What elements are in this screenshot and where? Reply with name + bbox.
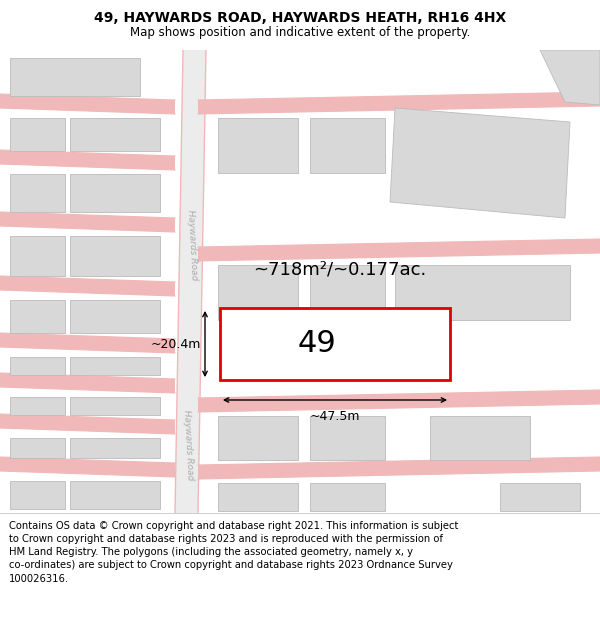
- Bar: [218, 265, 298, 320]
- Bar: [310, 265, 385, 320]
- Bar: [10, 481, 65, 509]
- Text: ~718m²/~0.177ac.: ~718m²/~0.177ac.: [253, 261, 426, 279]
- Bar: [10, 300, 65, 333]
- Polygon shape: [0, 373, 175, 393]
- Text: 49: 49: [297, 329, 336, 359]
- Bar: [220, 308, 450, 380]
- Polygon shape: [540, 50, 600, 105]
- Bar: [10, 438, 65, 458]
- Polygon shape: [0, 414, 175, 434]
- Bar: [70, 174, 160, 212]
- Bar: [310, 118, 385, 173]
- Polygon shape: [0, 94, 175, 114]
- Polygon shape: [0, 333, 175, 353]
- Bar: [218, 416, 298, 460]
- Polygon shape: [198, 457, 600, 479]
- Text: Haywards Road: Haywards Road: [185, 209, 199, 281]
- Bar: [500, 483, 580, 511]
- Polygon shape: [198, 390, 600, 412]
- Polygon shape: [0, 276, 175, 296]
- Bar: [70, 118, 160, 151]
- Bar: [70, 438, 160, 458]
- Bar: [70, 357, 160, 375]
- Polygon shape: [390, 108, 570, 218]
- Polygon shape: [0, 150, 175, 170]
- Bar: [70, 481, 160, 509]
- Polygon shape: [0, 212, 175, 232]
- Bar: [70, 397, 160, 415]
- Text: Map shows position and indicative extent of the property.: Map shows position and indicative extent…: [130, 26, 470, 39]
- Bar: [218, 483, 298, 511]
- Bar: [395, 265, 570, 320]
- Bar: [70, 300, 160, 333]
- Bar: [10, 357, 65, 375]
- Text: ~47.5m: ~47.5m: [310, 410, 360, 423]
- Polygon shape: [0, 457, 175, 477]
- Text: ~20.4m: ~20.4m: [151, 338, 201, 351]
- Bar: [10, 236, 65, 276]
- Polygon shape: [198, 239, 600, 261]
- Polygon shape: [175, 50, 206, 513]
- Bar: [10, 58, 140, 96]
- Bar: [310, 416, 385, 460]
- Bar: [10, 174, 65, 212]
- Bar: [430, 416, 530, 460]
- Text: 49, HAYWARDS ROAD, HAYWARDS HEATH, RH16 4HX: 49, HAYWARDS ROAD, HAYWARDS HEATH, RH16 …: [94, 11, 506, 25]
- Text: Haywards Road: Haywards Road: [182, 409, 194, 481]
- Bar: [70, 236, 160, 276]
- Polygon shape: [198, 92, 600, 114]
- Bar: [10, 397, 65, 415]
- Bar: [310, 483, 385, 511]
- Text: Contains OS data © Crown copyright and database right 2021. This information is : Contains OS data © Crown copyright and d…: [9, 521, 458, 584]
- Bar: [10, 118, 65, 151]
- Bar: [218, 118, 298, 173]
